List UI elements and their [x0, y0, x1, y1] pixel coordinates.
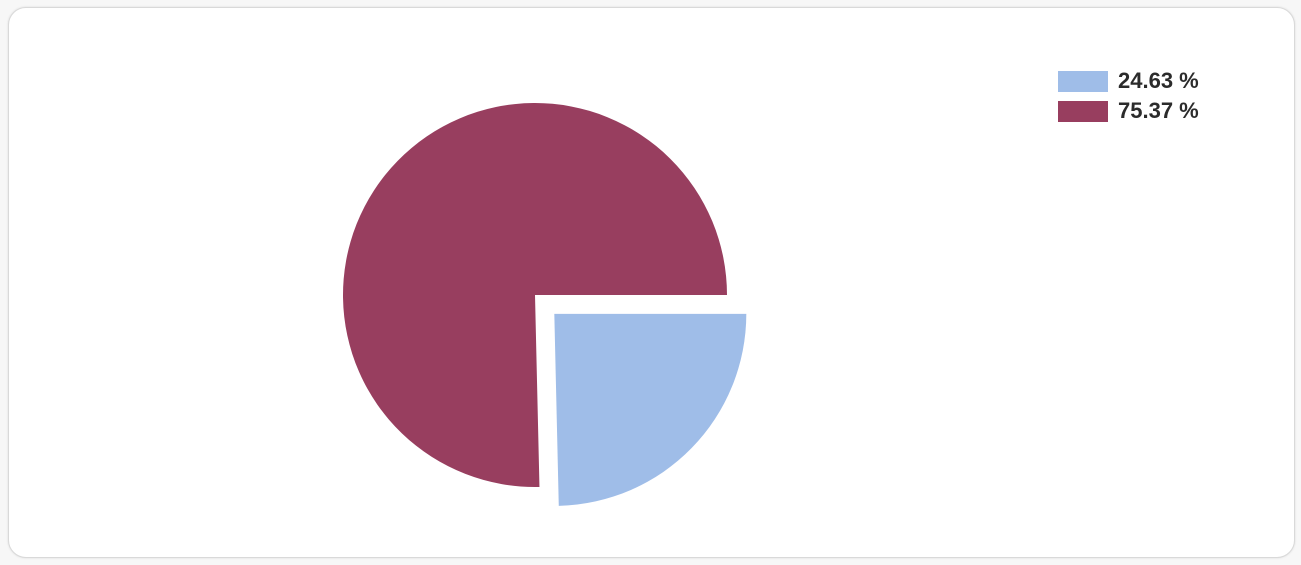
chart-legend: 24.63 % 75.37 % — [1058, 66, 1199, 126]
pie-slice-2 — [343, 103, 727, 488]
legend-item: 75.37 % — [1058, 96, 1199, 126]
legend-swatch — [1058, 100, 1108, 122]
legend-label: 75.37 % — [1118, 98, 1199, 123]
legend-item: 24.63 % — [1058, 66, 1199, 96]
legend-swatch — [1058, 70, 1108, 92]
legend-label: 24.63 % — [1118, 68, 1199, 93]
pie-slice-1 — [554, 313, 747, 506]
